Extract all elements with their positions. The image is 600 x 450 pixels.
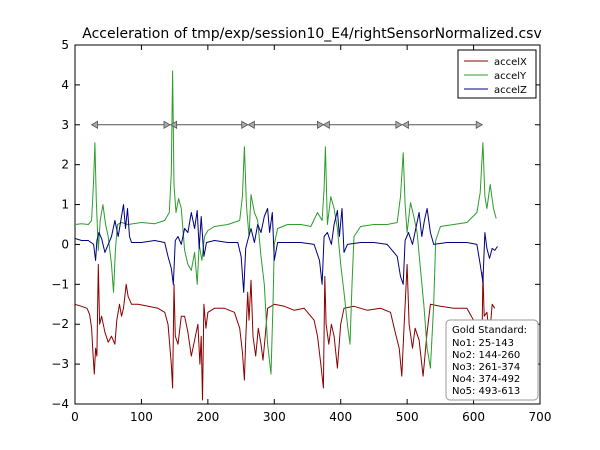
gold-standard-frame (445, 319, 539, 401)
series-line-accelY (75, 70, 497, 375)
series-line-accelX (75, 263, 496, 401)
legend-box (457, 49, 537, 99)
y-tick-label: 5 (61, 38, 69, 52)
x-tick-label: 0 (71, 410, 79, 424)
x-tick-label: 500 (396, 410, 419, 424)
legend-label: accelY (494, 71, 527, 82)
y-tick-label: −1 (51, 277, 69, 291)
x-tick-label: 200 (196, 410, 219, 424)
range-arrow (322, 120, 403, 129)
range-arrow (169, 120, 249, 129)
x-tick-label: 300 (263, 410, 286, 424)
y-tick-label: 0 (61, 237, 69, 251)
legend-label: accelX (494, 57, 527, 68)
y-tick-label: 1 (61, 198, 69, 212)
gold-standard-line: No4: 374-492 (452, 374, 520, 385)
axes: 0 100 200 300 400 500 600 700 −4 −3 −2 −1 0 1 2 3 4 5 (51, 38, 551, 424)
range-arrow (247, 120, 325, 129)
range-arrow (90, 120, 171, 129)
y-tick-label: −3 (51, 357, 69, 371)
x-tick-label: 700 (529, 410, 552, 424)
y-tick-label: 4 (61, 78, 69, 92)
legend: accelX accelY accelZ (457, 49, 537, 99)
chart-title: Acceleration of tmp/exp/session10_E4/rig… (82, 26, 541, 42)
x-tick-label: 100 (130, 410, 153, 424)
series-line-accelZ (75, 204, 498, 293)
y-tick-label: 3 (61, 118, 69, 132)
y-tick-label: 2 (61, 158, 69, 172)
y-tick-label: −4 (51, 397, 69, 411)
x-tick-label: 600 (462, 410, 485, 424)
range-arrow (401, 120, 484, 129)
x-tick-label: 400 (329, 410, 352, 424)
gold-standard-line: No3: 261-374 (452, 362, 520, 373)
legend-label: accelZ (494, 85, 527, 96)
gold-standard-line: No2: 144-260 (452, 350, 520, 361)
gold-standard-heading: Gold Standard: (452, 325, 527, 336)
gold-standard-line: No5: 493-613 (452, 386, 520, 397)
gold-standard-line: No1: 25-143 (452, 338, 514, 349)
y-tick-label: −2 (51, 317, 69, 331)
